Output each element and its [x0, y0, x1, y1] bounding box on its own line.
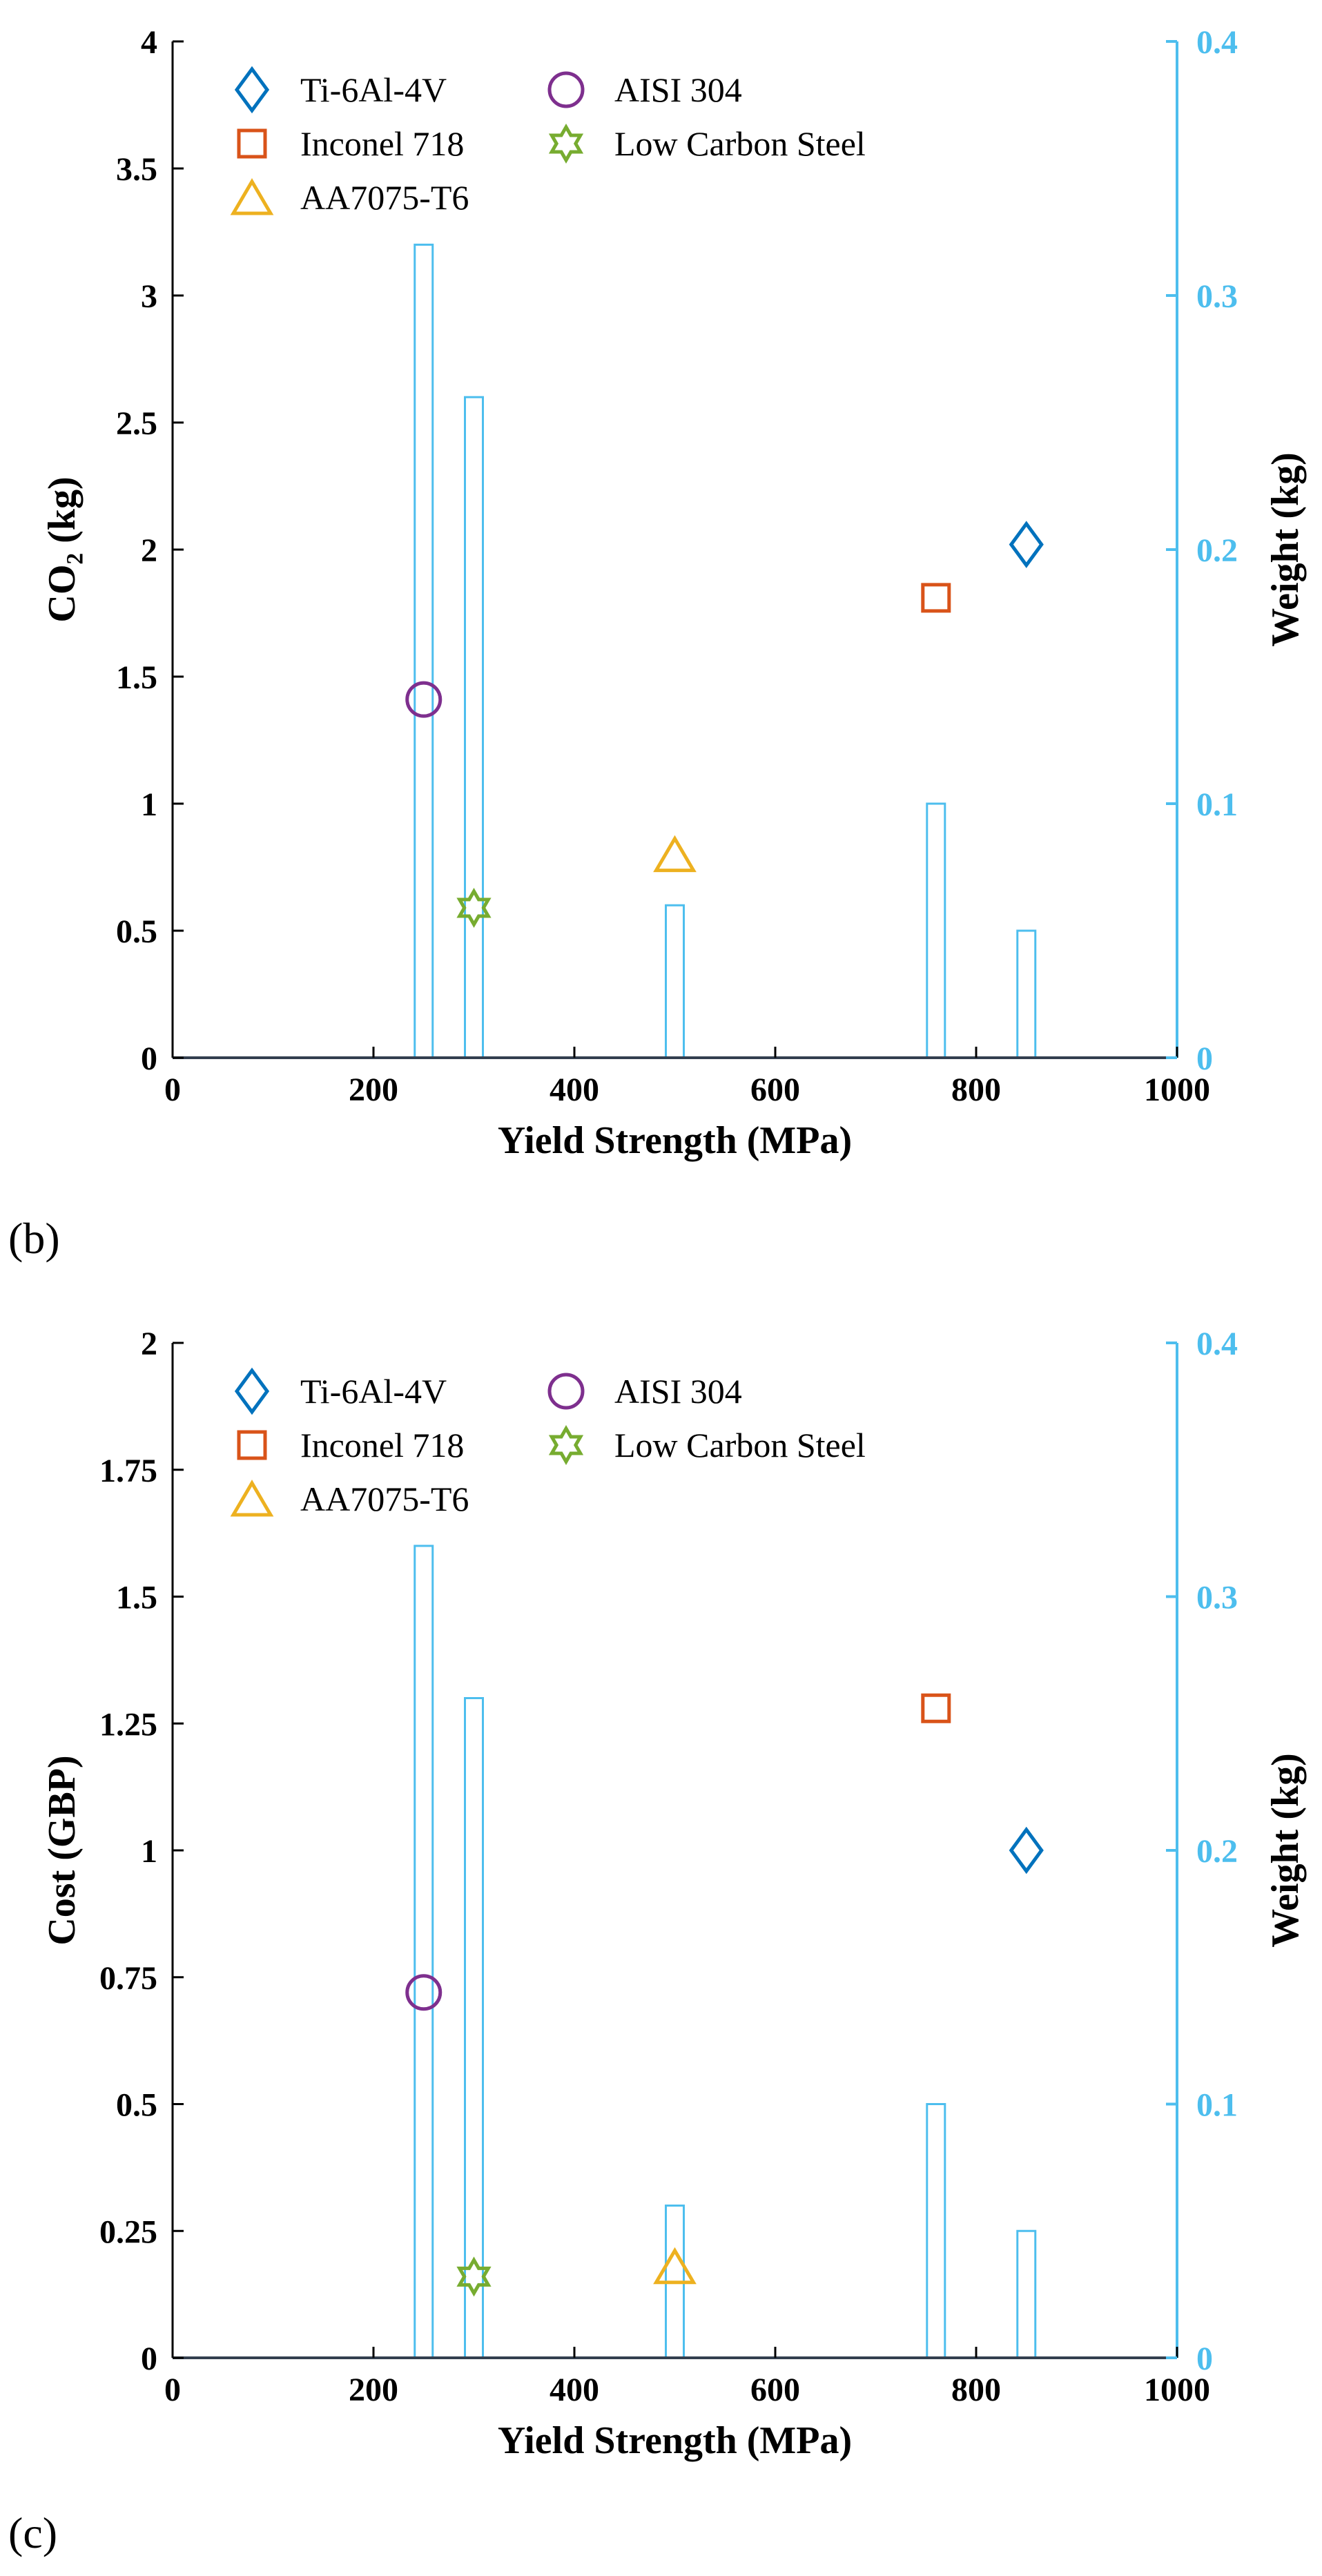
right-y-tick-label: 0.3 [1196, 278, 1238, 315]
data-point [456, 887, 492, 928]
data-point [405, 681, 443, 718]
weight-bar [414, 1544, 434, 2359]
data-point [456, 2256, 492, 2297]
legend-marker [547, 71, 585, 108]
legend-label: Ti-6Al-4V [300, 1372, 447, 1411]
x-tick-label: 200 [349, 2372, 398, 2408]
right-y-tick-label: 0.1 [1196, 2087, 1238, 2124]
legend-marker [548, 123, 584, 164]
right-y-tick-label: 0.4 [1196, 1326, 1238, 1362]
x-tick-label: 1000 [1144, 2372, 1210, 2408]
weight-bar [414, 243, 434, 1059]
right-y-tick-label: 0.2 [1196, 532, 1238, 569]
left-y-tick-label: 1.5 [116, 659, 157, 696]
legend-marker [237, 1430, 267, 1460]
weight-bar [926, 2103, 946, 2359]
left-y-tick-label: 1.25 [99, 1706, 157, 1743]
chart-panel-b: 0 200 400 600 800 100000.511.522.533.5400.10.… [8, 24, 1307, 1263]
legend-marker [548, 1424, 584, 1466]
x-tick-label: 800 [951, 2372, 1001, 2408]
right-y-tick-label: 0 [1196, 1040, 1213, 1077]
left-y-tick-label: 0.5 [116, 913, 157, 950]
legend-label: Ti-6Al-4V [300, 70, 447, 109]
legend: Ti-6Al-4V Inconel 718 AA7075-T6 AISI 304 Low… [230, 66, 866, 217]
weight-bar [464, 396, 484, 1059]
left-y-tick-label: 1.5 [116, 1580, 157, 1616]
legend-label: Inconel 718 [300, 1426, 464, 1464]
x-axis-title: Yield Strength (MPa) [498, 2419, 852, 2462]
data-point [653, 835, 697, 873]
legend-label: Low Carbon Steel [614, 1426, 866, 1464]
left-y-tick-label: 0 [141, 1040, 157, 1077]
right-y-tick-label: 0.1 [1196, 786, 1238, 823]
right-y-axis-title: Weight (kg) [1264, 452, 1307, 647]
x-tick-label: 600 [750, 1072, 800, 1108]
x-tick-label: 200 [349, 1072, 398, 1108]
right-y-tick-label: 0.2 [1196, 1833, 1238, 1870]
left-y-tick-label: 1 [141, 1833, 157, 1870]
left-y-tick-label: 2 [141, 1326, 157, 1362]
data-point [1009, 1826, 1044, 1875]
panel-label: (b) [8, 1214, 60, 1263]
right-y-tick-label: 0.3 [1196, 1580, 1238, 1616]
panel-label: (c) [8, 2508, 57, 2557]
legend-marker [237, 128, 267, 159]
legend-marker [230, 1480, 274, 1517]
left-y-tick-label: 0 [141, 2341, 157, 2377]
right-y-tick-label: 0 [1196, 2341, 1213, 2377]
weight-bar [665, 904, 685, 1059]
left-y-axis-title: CO₂ (kg) [41, 476, 84, 622]
x-tick-label: 400 [550, 2372, 599, 2408]
x-tick-label: 800 [951, 1072, 1001, 1108]
data-point [921, 1693, 951, 1723]
legend-label: AISI 304 [614, 1372, 742, 1411]
legend-marker [234, 66, 270, 114]
x-axis-title: Yield Strength (MPa) [498, 1119, 852, 1162]
legend-label: AISI 304 [614, 70, 742, 109]
left-y-tick-label: 2.5 [116, 405, 157, 442]
left-y-tick-label: 0.75 [99, 1960, 157, 1997]
weight-bar [1016, 929, 1037, 1059]
right-y-axis-title: Weight (kg) [1264, 1753, 1307, 1948]
legend-label: Inconel 718 [300, 124, 464, 163]
right-y-tick-label: 0.4 [1196, 24, 1238, 61]
data-point [921, 583, 951, 613]
chart-panel-c: 0 200 400 600 800 100000.250.50.7511.251.51.7… [8, 1326, 1307, 2557]
legend-label: AA7075-T6 [300, 178, 469, 217]
x-tick-label: 0 [164, 1072, 181, 1108]
x-tick-label: 400 [550, 1072, 599, 1108]
left-y-tick-label: 4 [141, 24, 157, 61]
weight-bar [1016, 2229, 1037, 2359]
legend-label: AA7075-T6 [300, 1480, 469, 1518]
legend-marker [230, 178, 274, 215]
left-y-tick-label: 0.25 [99, 2214, 157, 2250]
x-tick-label: 600 [750, 2372, 800, 2408]
weight-bar [926, 802, 946, 1059]
left-y-tick-label: 3 [141, 278, 157, 315]
data-point [1009, 521, 1044, 568]
left-y-axis-title: Cost (GBP) [41, 1755, 84, 1945]
left-y-tick-label: 1 [141, 786, 157, 823]
legend-label: Low Carbon Steel [614, 124, 866, 163]
x-tick-label: 0 [164, 2372, 181, 2408]
legend-marker [547, 1373, 585, 1410]
left-y-tick-label: 3.5 [116, 151, 157, 188]
left-y-tick-label: 0.5 [116, 2087, 157, 2124]
data-point [405, 1974, 443, 2011]
left-y-tick-label: 2 [141, 532, 157, 569]
legend: Ti-6Al-4V Inconel 718 AA7075-T6 AISI 304 Low… [230, 1367, 866, 1518]
legend-marker [234, 1367, 270, 1415]
x-tick-label: 1000 [1144, 1072, 1210, 1108]
left-y-tick-label: 1.75 [99, 1453, 157, 1489]
data-point [653, 2247, 697, 2285]
